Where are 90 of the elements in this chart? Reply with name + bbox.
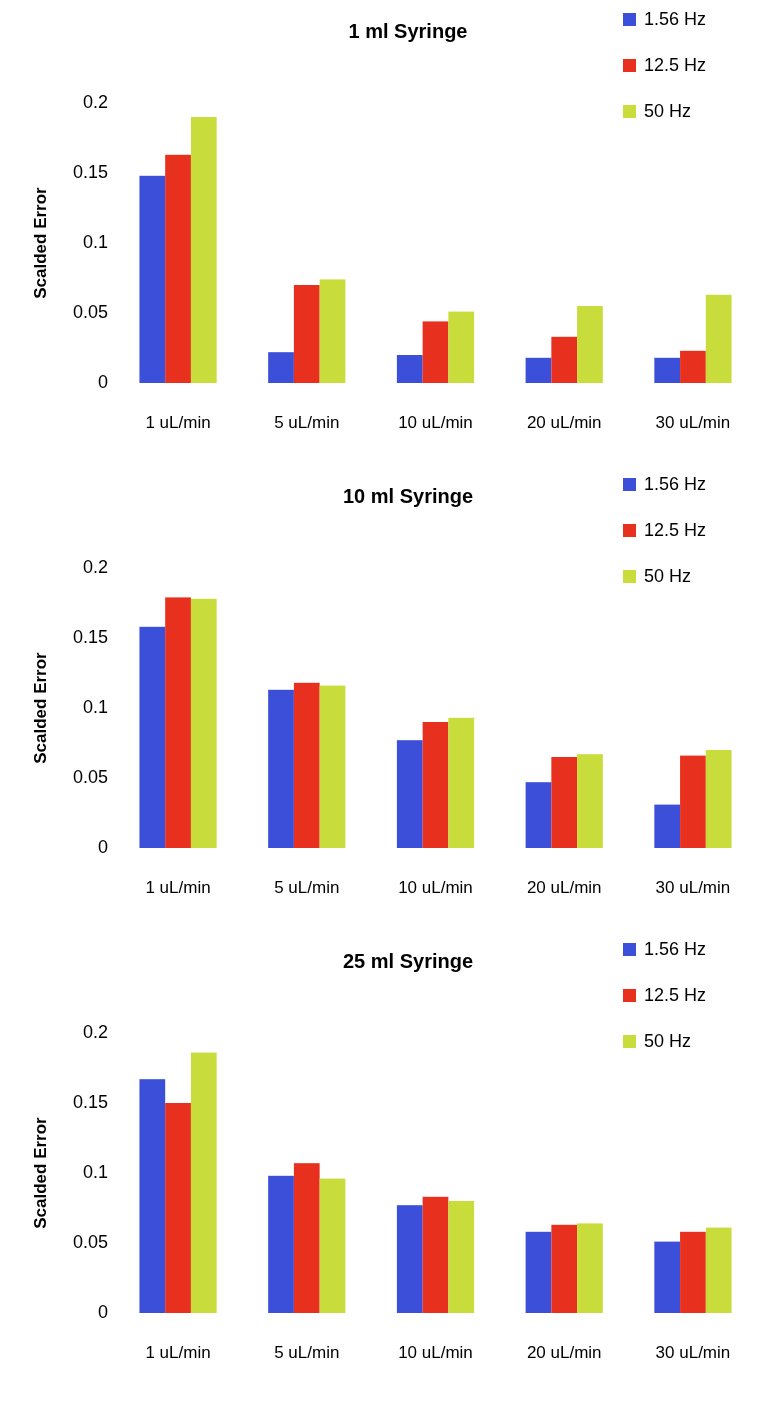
- y-axis-title: Scalded Error: [31, 186, 50, 299]
- bar: [577, 306, 603, 383]
- bar: [268, 1175, 294, 1313]
- bar: [422, 1196, 449, 1313]
- bar: [293, 285, 320, 383]
- bar: [396, 1205, 423, 1313]
- bar: [551, 1224, 578, 1313]
- y-tick-label: 0.15: [72, 626, 108, 647]
- legend-label: 12.5 Hz: [644, 54, 707, 75]
- bar: [654, 1241, 681, 1313]
- bar: [139, 175, 166, 383]
- y-tick-label: 0.1: [82, 231, 108, 252]
- bar: [448, 717, 475, 848]
- bar: [190, 117, 217, 383]
- x-tick-label: 10 uL/min: [398, 878, 473, 897]
- bar: [577, 1223, 603, 1313]
- bar: [190, 1052, 217, 1313]
- y-axis-title: Scalded Error: [31, 651, 50, 764]
- x-tick-label: 30 uL/min: [655, 1343, 731, 1362]
- x-tick-label: 5 uL/min: [274, 1343, 340, 1362]
- x-tick-label: 10 uL/min: [398, 413, 473, 432]
- bar: [680, 1231, 706, 1313]
- x-tick-label: 1 uL/min: [145, 1343, 211, 1362]
- bar: [448, 1201, 475, 1313]
- y-tick-label: 0: [97, 371, 108, 392]
- y-tick-label: 0.05: [72, 301, 108, 322]
- x-tick-label: 1 uL/min: [145, 878, 211, 897]
- x-tick-label: 30 uL/min: [655, 878, 731, 897]
- x-tick-label: 10 uL/min: [398, 1343, 473, 1362]
- bar: [165, 597, 191, 848]
- x-tick-label: 30 uL/min: [655, 413, 731, 432]
- bar: [551, 336, 578, 383]
- bar: [448, 311, 475, 383]
- bar: [165, 1103, 191, 1313]
- y-tick-label: 0: [97, 1301, 108, 1322]
- legend-label: 1.56 Hz: [644, 938, 707, 959]
- x-tick-label: 20 uL/min: [526, 1343, 602, 1362]
- bar: [268, 689, 294, 848]
- bar: [319, 279, 346, 383]
- bar: [422, 321, 449, 383]
- bar: [705, 750, 732, 848]
- x-tick-label: 5 uL/min: [274, 413, 340, 432]
- y-tick-label: 0.1: [82, 696, 108, 717]
- bar: [396, 355, 423, 383]
- bar: [654, 804, 681, 848]
- chart-title: 1 ml Syringe: [348, 20, 468, 42]
- bar: [525, 1231, 552, 1313]
- chart-title: 25 ml Syringe: [342, 950, 474, 972]
- bar: [680, 755, 706, 848]
- y-tick-label: 0.15: [72, 1091, 108, 1112]
- y-tick-label: 0: [97, 836, 108, 857]
- legend-label: 12.5 Hz: [644, 519, 707, 540]
- bar: [139, 626, 166, 848]
- bar: [293, 682, 320, 848]
- legend-label: 50 Hz: [644, 1030, 692, 1051]
- legend-label: 1.56 Hz: [644, 473, 707, 494]
- bar: [268, 352, 294, 383]
- y-axis-title: Scalded Error: [31, 1116, 50, 1229]
- y-tick-label: 0.2: [82, 91, 108, 112]
- bar: [190, 598, 217, 848]
- y-tick-label: 0.15: [72, 161, 108, 182]
- chart-title: 10 ml Syringe: [342, 485, 474, 507]
- y-tick-label: 0.1: [82, 1161, 108, 1182]
- x-tick-label: 20 uL/min: [526, 413, 602, 432]
- bar: [293, 1163, 320, 1313]
- x-tick-label: 20 uL/min: [526, 878, 602, 897]
- bar: [165, 154, 191, 383]
- bar: [705, 1227, 732, 1313]
- bar: [319, 1178, 346, 1313]
- bar: [577, 754, 603, 848]
- bar: [705, 294, 732, 383]
- y-tick-label: 0.05: [72, 1231, 108, 1252]
- x-tick-label: 1 uL/min: [145, 413, 211, 432]
- bar: [422, 722, 449, 848]
- legend-label: 12.5 Hz: [644, 984, 707, 1005]
- legend-label: 1.56 Hz: [644, 8, 707, 29]
- bar: [525, 357, 552, 383]
- y-tick-label: 0.2: [82, 556, 108, 577]
- y-tick-label: 0.05: [72, 766, 108, 787]
- bar: [525, 782, 552, 848]
- legend-label: 50 Hz: [644, 100, 692, 121]
- bar: [551, 757, 578, 848]
- bar: [396, 740, 423, 848]
- bar: [654, 357, 681, 383]
- legend-label: 50 Hz: [644, 565, 692, 586]
- bar: [680, 350, 706, 383]
- bar: [319, 685, 346, 848]
- x-tick-label: 5 uL/min: [274, 878, 340, 897]
- bar: [139, 1079, 166, 1313]
- y-tick-label: 0.2: [82, 1021, 108, 1042]
